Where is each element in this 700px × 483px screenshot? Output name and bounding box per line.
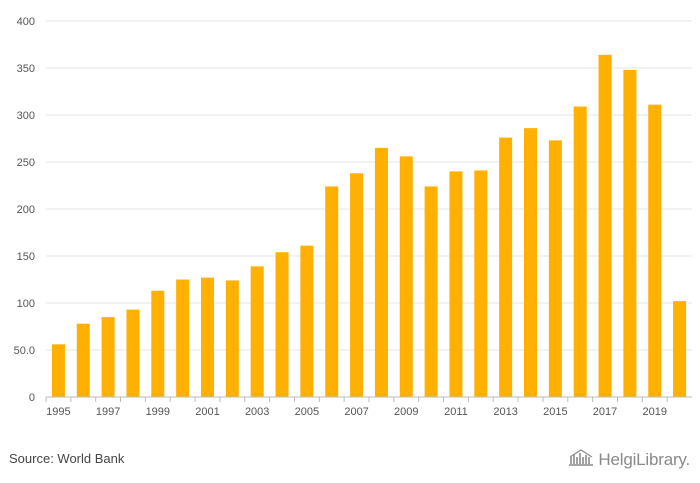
- x-tick-label: 1995: [46, 406, 70, 418]
- y-tick-label: 0: [29, 392, 35, 404]
- x-tick-label: 2005: [295, 406, 319, 418]
- bar-2018[interactable]: [623, 69, 637, 397]
- bar-2007[interactable]: [350, 173, 364, 397]
- y-tick-label: 200: [17, 204, 35, 216]
- y-tick-label: 400: [17, 16, 35, 28]
- bar-1999[interactable]: [151, 290, 165, 397]
- bar-2000[interactable]: [176, 279, 190, 398]
- y-tick-label: 350: [17, 63, 35, 75]
- y-tick-label: 150: [17, 251, 35, 263]
- x-tick-label: 1997: [96, 406, 120, 418]
- bars: [51, 54, 687, 398]
- x-tick-label: 2007: [344, 406, 368, 418]
- bar-2015[interactable]: [548, 140, 562, 397]
- logo-text: HelgiLibrary.: [598, 449, 690, 469]
- x-tick-label: 2019: [642, 406, 666, 418]
- bar-2020[interactable]: [673, 301, 687, 397]
- bar-1997[interactable]: [101, 317, 115, 397]
- x-tick-label: 2001: [195, 406, 219, 418]
- bar-1995[interactable]: [51, 344, 65, 397]
- x-tick-label: 2003: [245, 406, 269, 418]
- x-tick-label: 1999: [146, 406, 170, 418]
- bar-2002[interactable]: [225, 280, 239, 397]
- bar-2012[interactable]: [474, 170, 488, 397]
- bar-2014[interactable]: [524, 128, 537, 397]
- helgi-library-logo[interactable]: HelgiLibrary.: [568, 448, 690, 471]
- bar-chart: 0 50.0 100 150 200 250 300 350 400 1995 1997 1999 2…: [14, 16, 692, 418]
- bar-2019[interactable]: [648, 104, 662, 397]
- bar-2008[interactable]: [374, 147, 388, 397]
- x-tick-label: 2013: [493, 406, 517, 418]
- bar-2011[interactable]: [449, 171, 463, 397]
- x-axis-ticks: 1995 1997 1999 2001 2003 2005 2007 2009 2011 2013…: [45, 397, 668, 418]
- x-tick-label: 2017: [593, 406, 617, 418]
- bar-2004[interactable]: [275, 252, 289, 397]
- x-tick-label: 2015: [543, 406, 567, 418]
- bar-1996[interactable]: [76, 323, 90, 397]
- bar-2016[interactable]: [573, 106, 587, 397]
- bar-2006[interactable]: [325, 186, 339, 397]
- y-tick-label: 300: [17, 110, 35, 122]
- bar-2013[interactable]: [499, 137, 513, 397]
- bar-2009[interactable]: [399, 156, 413, 397]
- bar-2017[interactable]: [598, 54, 612, 398]
- gridlines: [46, 20, 692, 398]
- library-building-icon: [568, 448, 594, 471]
- bar-2005[interactable]: [300, 245, 314, 397]
- x-tick-label: 2009: [394, 406, 418, 418]
- y-tick-label: 50.0: [14, 345, 35, 357]
- y-tick-label: 100: [17, 298, 35, 310]
- source-note: Source: World Bank: [9, 451, 125, 466]
- bar-2001[interactable]: [201, 277, 214, 397]
- bar-1998[interactable]: [126, 309, 140, 397]
- bar-2003[interactable]: [250, 266, 264, 397]
- y-tick-label: 250: [17, 157, 35, 169]
- x-tick-label: 2011: [444, 406, 468, 418]
- bar-2010[interactable]: [424, 186, 438, 397]
- y-axis-ticks: 0 50.0 100 150 200 250 300 350 400: [14, 16, 35, 404]
